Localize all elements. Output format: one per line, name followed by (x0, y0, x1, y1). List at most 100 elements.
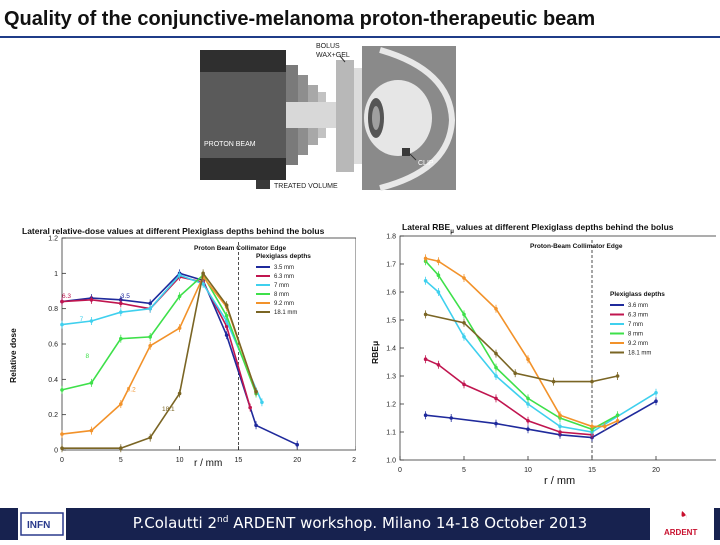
y-tick-label: 1.6 (386, 290, 396, 297)
data-point (60, 299, 64, 304)
data-point (462, 321, 466, 325)
data-point (148, 343, 152, 348)
data-point (494, 396, 498, 401)
chart-title-main: Lateral RBE (402, 222, 451, 232)
data-point (148, 306, 152, 311)
clip-pointer (409, 153, 417, 161)
slide-title: Quality of the conjunctive-melanoma prot… (4, 8, 596, 30)
data-point (224, 303, 229, 307)
data-point (60, 322, 64, 327)
data-point (423, 357, 428, 361)
data-point (526, 419, 530, 423)
data-point (558, 424, 562, 429)
y-tick-label: 1 (54, 271, 58, 278)
data-point (494, 365, 498, 370)
data-point (89, 298, 94, 302)
x-tick-label: 10 (176, 457, 184, 464)
series-annotation: 3.5 (121, 293, 130, 300)
data-point (462, 335, 466, 339)
y-tick-label: 1.1 (386, 430, 396, 437)
data-point (119, 310, 123, 314)
chart-title-rest: values at different Plexiglass depths be… (454, 222, 674, 232)
x-tick-label: 5 (462, 467, 466, 474)
y-tick-label: 1.7 (386, 262, 396, 269)
x-axis-label: r / mm (544, 475, 575, 487)
data-point (513, 371, 517, 375)
eye-globe (364, 80, 432, 156)
legend-label: 9.2 mm (274, 301, 294, 307)
collimator-edge-label: Proton-Beam Collimator Edge (530, 243, 623, 250)
legend-label: 18.1 mm (628, 351, 651, 357)
plot-frame (399, 235, 716, 461)
chart-title: Lateral RBEμ values at different Plexigl… (402, 222, 674, 235)
data-point (654, 391, 658, 395)
data-point (177, 391, 182, 396)
data-point (654, 399, 658, 403)
data-point (423, 279, 428, 283)
bolus-block (336, 60, 354, 172)
infn-logo-text: INFN (27, 520, 50, 531)
plot-area: 0 5 10 15 20 25 0 0.2 0.4 0.6 0.8 1 1.2 Proton Beam C… (48, 236, 356, 464)
data-point (119, 446, 123, 451)
data-point (60, 388, 64, 392)
collimator-top-plate (200, 50, 286, 72)
data-point (254, 389, 258, 394)
data-point (224, 333, 229, 337)
ardent-logo-text: ARDENT (664, 528, 697, 537)
wax-gel-label: WAX+GEL (316, 52, 350, 59)
series-annotation: 8 (86, 353, 90, 360)
y-tick-label: 0.4 (48, 377, 58, 384)
data-point (462, 312, 466, 317)
data-point (615, 419, 620, 423)
x-tick-label: 25 (352, 457, 356, 464)
chart-title: Lateral relative-dose values at differen… (22, 226, 325, 236)
data-point (526, 427, 530, 431)
ardent-logo: ARDENT (650, 508, 714, 540)
legend-title: Plexiglass depths (256, 253, 311, 260)
plot-area: 05101520251.01.11.21.31.41.51.61.71.8Pro… (386, 234, 716, 474)
x-tick-label: 0 (60, 457, 64, 464)
data-point (60, 432, 64, 436)
eye-lens-highlight (372, 106, 380, 130)
series-annotation: 9.2 (127, 387, 136, 394)
proton-beam-label: PROTON BEAM (204, 141, 256, 148)
data-point (494, 374, 498, 378)
x-tick-label: 20 (652, 467, 660, 474)
legend-label: 6.3 mm (274, 274, 294, 280)
title-underline (0, 36, 720, 38)
legend-label: 7 mm (274, 283, 289, 289)
data-point (436, 363, 441, 367)
treated-volume-legend-box (256, 180, 270, 189)
y-tick-label: 1.8 (386, 234, 396, 241)
series-annotation: 18.1 (162, 406, 175, 413)
footer-event: ARDENT workshop. Milano 14-18 October 20… (228, 514, 588, 532)
flame-icon (681, 511, 687, 523)
relative-dose-chart: Lateral relative-dose values at differen… (8, 226, 356, 469)
series-line (425, 260, 618, 431)
legend-label: 7 mm (628, 322, 643, 328)
data-point (119, 402, 123, 406)
ardent-logo-mark: ARDENT (664, 511, 697, 537)
data-point (558, 413, 562, 417)
legend-label: 8 mm (274, 292, 289, 298)
data-point (254, 423, 258, 428)
x-tick-label: 15 (588, 467, 596, 474)
bolus-label: BOLUS (316, 43, 340, 50)
y-tick-label: 1.2 (386, 402, 396, 409)
data-point (148, 435, 152, 440)
data-point (462, 382, 466, 387)
legend-label: 18.1 mm (274, 310, 297, 316)
y-tick-label: 0.6 (48, 342, 58, 349)
legend-label: 8 mm (628, 332, 643, 338)
x-tick-label: 0 (398, 467, 402, 474)
data-point (590, 424, 594, 429)
y-axis-label: RBEμ (370, 341, 380, 364)
data-point (201, 282, 205, 286)
data-point (119, 301, 123, 306)
clip-label: CLIP (418, 160, 434, 167)
data-point (494, 351, 498, 356)
x-tick-label: 20 (293, 457, 301, 464)
legend-title: Plexiglass depths (610, 291, 665, 298)
chart-title-subscript: μ (450, 229, 454, 235)
footer-credit: P.Colautti 2nd ARDENT workshop. Milano 1… (0, 514, 720, 532)
